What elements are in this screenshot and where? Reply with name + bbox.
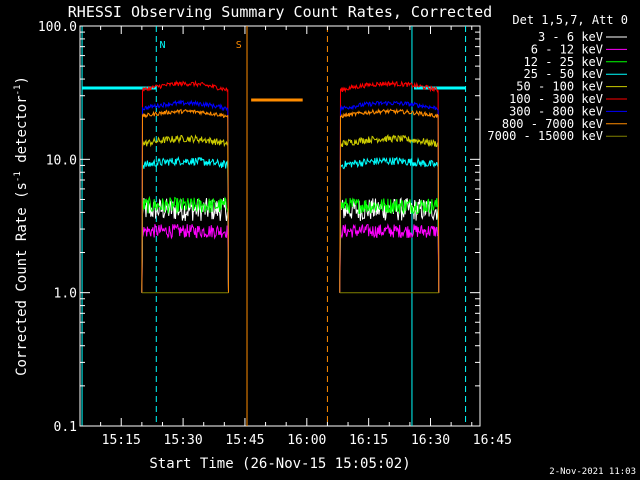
x-axis: 15:15 15:30 15:45 16:00 16:15 16:30 16:45 xyxy=(100,26,512,448)
series-line xyxy=(339,156,440,293)
y-axis-label-sup2: -1 xyxy=(13,85,23,96)
x-axis-label: Start Time (26-Nov-15 15:05:02) xyxy=(149,456,410,472)
legend-label: 800 - 7000 keV xyxy=(502,117,603,131)
timestamp: 2-Nov-2021 11:03 xyxy=(549,467,636,477)
y-axis-label: Corrected Count Rate (s-1 detector-1) xyxy=(13,76,30,376)
series-line xyxy=(141,99,229,293)
series-line xyxy=(339,100,440,293)
series-line xyxy=(339,197,440,293)
x-tick-label: 16:00 xyxy=(287,433,326,448)
y-axis-label-part3: ) xyxy=(14,76,30,84)
series-line xyxy=(141,134,229,293)
legend-title: Det 1,5,7, Att 0 xyxy=(512,13,628,27)
series-line xyxy=(141,195,229,293)
y-tick-label: 10.0 xyxy=(46,153,77,168)
legend-label: 25 - 50 keV xyxy=(524,67,603,81)
x-tick-label: 16:45 xyxy=(473,433,512,448)
legend-label: 100 - 300 keV xyxy=(509,92,603,106)
legend-label: 12 - 25 keV xyxy=(524,55,603,69)
series-line xyxy=(141,108,229,293)
legend-label: 3 - 6 keV xyxy=(538,30,603,44)
series-line xyxy=(141,224,229,293)
chart-title: RHESSI Observing Summary Count Rates, Co… xyxy=(68,3,492,21)
series-line xyxy=(141,155,229,293)
y-axis: 0.1 1.0 10.0 100.0 xyxy=(38,20,480,435)
x-tick-label: 16:15 xyxy=(349,433,388,448)
series-line xyxy=(141,197,229,293)
y-tick-label: 0.1 xyxy=(54,420,77,435)
legend-label: 300 - 800 keV xyxy=(509,104,603,118)
legend-label: 50 - 100 keV xyxy=(516,80,603,94)
x-tick-label: 16:30 xyxy=(411,433,450,448)
marker-label: S xyxy=(236,40,242,51)
x-tick-label: 15:15 xyxy=(102,433,141,448)
plot-frame xyxy=(79,25,481,427)
series-layer xyxy=(141,79,440,294)
legend-label: 6 - 12 keV xyxy=(531,42,603,56)
y-axis-label-sup1: -1 xyxy=(13,171,23,182)
y-tick-label: 100.0 xyxy=(38,20,77,35)
series-line xyxy=(141,79,229,293)
marker-label: N xyxy=(159,40,165,51)
series-line xyxy=(339,197,440,293)
series-line xyxy=(339,133,440,293)
series-line xyxy=(339,107,440,293)
y-axis-label-part1: Corrected Count Rate (s xyxy=(14,182,30,376)
y-tick-label: 1.0 xyxy=(54,287,77,302)
series-line xyxy=(339,223,440,293)
x-tick-label: 15:30 xyxy=(164,433,203,448)
series-line xyxy=(339,80,440,293)
legend-label: 7000 - 15000 keV xyxy=(487,129,603,143)
y-axis-label-part2: detector xyxy=(14,95,30,171)
x-tick-label: 15:45 xyxy=(225,433,264,448)
